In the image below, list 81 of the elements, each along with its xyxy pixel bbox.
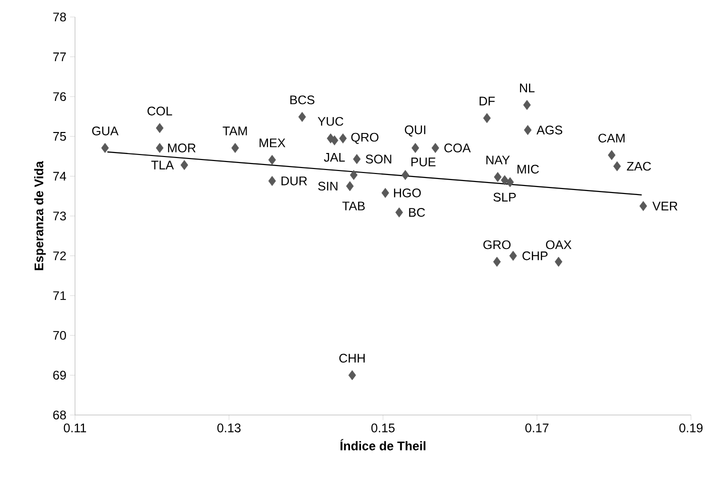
x-tick-label: 0.19 xyxy=(679,424,703,432)
point xyxy=(156,123,164,134)
point xyxy=(554,256,562,267)
data-label: PUE xyxy=(411,158,436,166)
point xyxy=(402,170,410,180)
point xyxy=(101,142,109,153)
y-tick-label: 69 xyxy=(53,370,66,380)
data-label: ZAC xyxy=(626,162,651,171)
point xyxy=(353,154,361,164)
y-tick-label: 70 xyxy=(53,330,66,340)
y-tick-label: 68 xyxy=(53,410,66,420)
data-label: SIN xyxy=(318,182,338,191)
point xyxy=(268,154,276,165)
point xyxy=(350,170,358,180)
y-tick-label: 72 xyxy=(53,251,66,260)
data-label: NL xyxy=(520,84,535,92)
data-label: VER xyxy=(652,202,678,210)
point xyxy=(483,113,491,124)
point xyxy=(524,125,532,136)
point xyxy=(268,176,276,186)
data-label: MOR xyxy=(168,144,196,152)
point xyxy=(330,135,338,146)
data-label: SLP xyxy=(493,192,516,202)
x-tick-label: 0.17 xyxy=(525,424,548,432)
point xyxy=(493,256,501,267)
point xyxy=(494,172,502,182)
data-label: YUC xyxy=(318,116,344,126)
data-label: CHH xyxy=(339,354,365,363)
data-label: MIC xyxy=(518,164,539,174)
data-label: COL xyxy=(148,106,172,116)
point xyxy=(339,133,347,144)
y-tick-label: 71 xyxy=(53,291,66,300)
x-axis-title: Índice de Theil xyxy=(340,439,426,450)
point xyxy=(412,142,420,153)
point xyxy=(500,175,508,186)
data-label: MEX xyxy=(260,138,286,148)
data-label: TLA xyxy=(151,160,174,170)
data-label: COA xyxy=(444,144,471,152)
data-label: NAY xyxy=(486,156,510,164)
data-label: CAM xyxy=(598,134,625,143)
y-tick-label: 74 xyxy=(53,172,66,180)
x-tick-label: 0.13 xyxy=(217,424,241,432)
y-tick-label: 75 xyxy=(53,132,66,141)
point xyxy=(348,370,356,380)
x-tick-label: 0.11 xyxy=(64,424,86,432)
data-label: HGO xyxy=(394,188,421,198)
point xyxy=(432,142,440,153)
point xyxy=(346,181,354,192)
point xyxy=(180,160,188,170)
data-label: SON xyxy=(366,154,392,164)
x-tick-label: 0.15 xyxy=(371,424,395,432)
data-label: CHP xyxy=(522,251,548,260)
data-label: AGS xyxy=(536,126,562,134)
point xyxy=(156,142,164,153)
data-label: GRO xyxy=(483,240,511,250)
data-label: TAB xyxy=(342,202,365,210)
data-label: DF xyxy=(480,96,495,106)
point xyxy=(608,150,616,160)
point xyxy=(509,250,517,261)
y-tick-label: 77 xyxy=(53,52,66,62)
data-label: DUR xyxy=(282,176,307,186)
data-label: GUA xyxy=(92,126,118,136)
y-tick-label: 76 xyxy=(53,92,66,102)
data-label: BCS xyxy=(290,95,314,104)
data-label: QRO xyxy=(351,132,378,144)
y-axis-title: Esperanza de Vida xyxy=(34,161,46,270)
data-label: JAL xyxy=(324,153,345,162)
point xyxy=(639,201,648,212)
point xyxy=(395,207,403,218)
point xyxy=(231,142,239,153)
point xyxy=(382,188,390,198)
data-label: QUI xyxy=(404,125,426,136)
data-label: OAX xyxy=(546,240,572,250)
point xyxy=(523,100,531,110)
point xyxy=(613,161,621,172)
data-label: BC xyxy=(409,208,425,217)
data-label: TAM xyxy=(222,126,247,136)
y-tick-label: 78 xyxy=(53,12,66,22)
y-tick-label: 73 xyxy=(53,212,66,220)
point xyxy=(506,177,514,188)
point xyxy=(298,112,306,122)
